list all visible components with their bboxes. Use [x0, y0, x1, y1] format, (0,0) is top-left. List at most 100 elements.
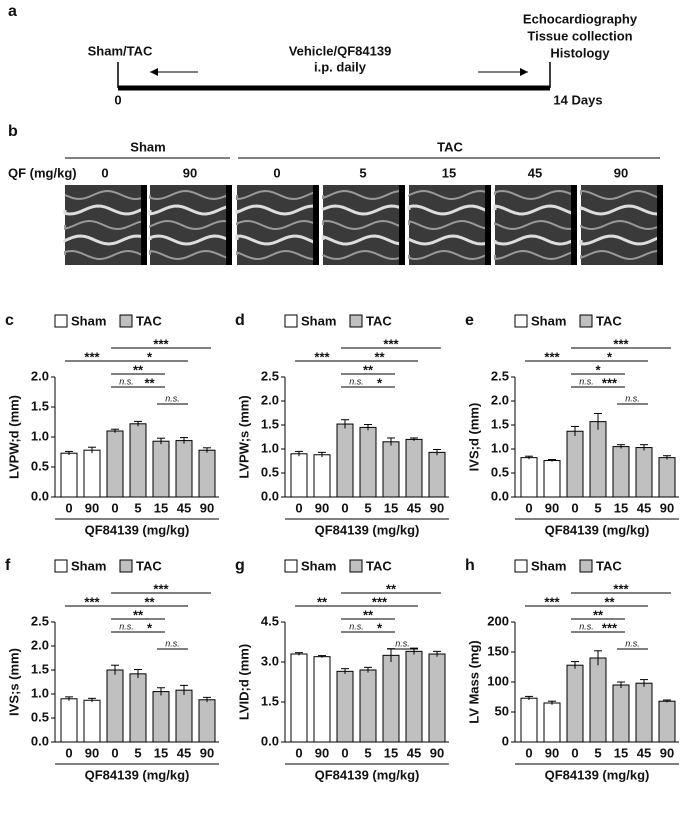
comparison-label: ** [363, 362, 374, 377]
echo-texture [63, 204, 146, 216]
dose: 45 [528, 165, 542, 180]
bar [635, 447, 653, 498]
x-axis-label: QF84139 (mg/kg) [545, 522, 650, 537]
x-tick-label: 45 [407, 500, 421, 515]
comparison-label: n.s. [579, 376, 594, 386]
legend-swatch [349, 314, 363, 328]
comparison-label: * [377, 620, 383, 635]
echo-texture [64, 219, 146, 230]
y-axis-label: LVID;d (mm) [236, 644, 251, 720]
echo-scale [485, 185, 491, 265]
group-label: Sham [130, 139, 165, 154]
panel-letter: c [5, 312, 14, 329]
dose: 5 [359, 165, 366, 180]
echo-texture [148, 204, 231, 216]
echo-texture [580, 220, 662, 230]
legend-swatch [119, 559, 133, 573]
comparison-label: *** [372, 594, 388, 609]
comparison-label: *** [544, 349, 560, 364]
x-tick-label: 45 [177, 745, 191, 760]
comparison-label: * [607, 349, 613, 364]
echo-texture [580, 189, 662, 200]
echo-scale [571, 185, 577, 265]
y-tick-label: 2.0 [31, 368, 49, 383]
legend-label: Sham [531, 313, 566, 328]
echo-texture [236, 189, 318, 201]
bar [405, 650, 423, 743]
echo-images: 0 90 0 5 15 45 90 [63, 165, 663, 265]
bar [129, 673, 147, 743]
x-tick-label: 90 [315, 745, 329, 760]
x-tick-label: 90 [660, 500, 674, 515]
x-tick-label: 45 [177, 500, 191, 515]
bar [313, 454, 331, 498]
legend-label: TAC [366, 558, 392, 573]
echo-texture [64, 190, 146, 200]
x-axis-label: QF84139 (mg/kg) [315, 767, 420, 782]
bar [336, 423, 354, 498]
legend-swatch [514, 559, 528, 573]
echo-texture [149, 249, 231, 261]
comparison-label: n.s. [349, 621, 364, 631]
dose: 0 [101, 165, 108, 180]
panel-letter: d [235, 312, 245, 329]
comparison-label: *** [544, 594, 560, 609]
bar [83, 699, 101, 743]
legend-swatch [54, 559, 68, 573]
x-tick-label: 5 [364, 500, 371, 515]
y-tick-label: 50 [495, 703, 509, 718]
legend-label: TAC [136, 558, 162, 573]
arrow-head [520, 68, 528, 76]
legend-label: Sham [71, 313, 106, 328]
panel-letter: a [8, 3, 17, 20]
comparison-label: ** [593, 607, 604, 622]
echo-scale [141, 185, 147, 265]
x-tick-label: 0 [525, 500, 532, 515]
bar [520, 457, 538, 498]
bar [106, 430, 124, 498]
echo-image [495, 185, 577, 265]
bar [382, 441, 400, 498]
echo-texture [235, 204, 318, 216]
echo-texture [322, 219, 404, 231]
panel-letter: h [465, 557, 475, 574]
legend-label: Sham [301, 313, 336, 328]
arrow-head [150, 68, 158, 76]
start-event: Sham/TAC [88, 43, 153, 58]
legend-swatch [54, 314, 68, 328]
bar [198, 699, 216, 743]
comparison-label: n.s. [625, 393, 640, 403]
bar [175, 440, 193, 498]
bar [635, 682, 653, 743]
legend-swatch [579, 314, 593, 328]
comparison-label: *** [153, 581, 169, 596]
legend-label: Sham [531, 558, 566, 573]
bar [336, 670, 354, 743]
x-tick-label: 0 [111, 745, 118, 760]
y-tick-label: 1.5 [491, 416, 509, 431]
y-tick-label: 0.5 [261, 464, 279, 479]
y-tick-label: 0.0 [31, 733, 49, 748]
panel-letter: g [235, 557, 245, 574]
comparison-label: *** [314, 349, 330, 364]
y-tick-label: 2.5 [31, 613, 49, 628]
y-tick-label: 1.0 [261, 440, 279, 455]
echo-texture [322, 190, 404, 200]
panel-letter: b [8, 123, 18, 140]
comparison-label: n.s. [579, 621, 594, 631]
comparison-label: *** [153, 336, 169, 351]
x-tick-label: 90 [200, 500, 214, 515]
x-tick-label: 90 [315, 500, 329, 515]
comparison-label: *** [613, 336, 629, 351]
x-tick-label: 0 [65, 745, 72, 760]
comparison-label: * [147, 620, 153, 635]
x-tick-label: 15 [384, 745, 398, 760]
x-tick-label: 0 [341, 500, 348, 515]
treatment: i.p. daily [314, 59, 367, 74]
bar [359, 669, 377, 743]
y-tick-label: 1.5 [261, 693, 279, 708]
comparison-label: ** [133, 607, 144, 622]
y-tick-label: 1.5 [31, 398, 49, 413]
echo-texture [149, 190, 231, 201]
